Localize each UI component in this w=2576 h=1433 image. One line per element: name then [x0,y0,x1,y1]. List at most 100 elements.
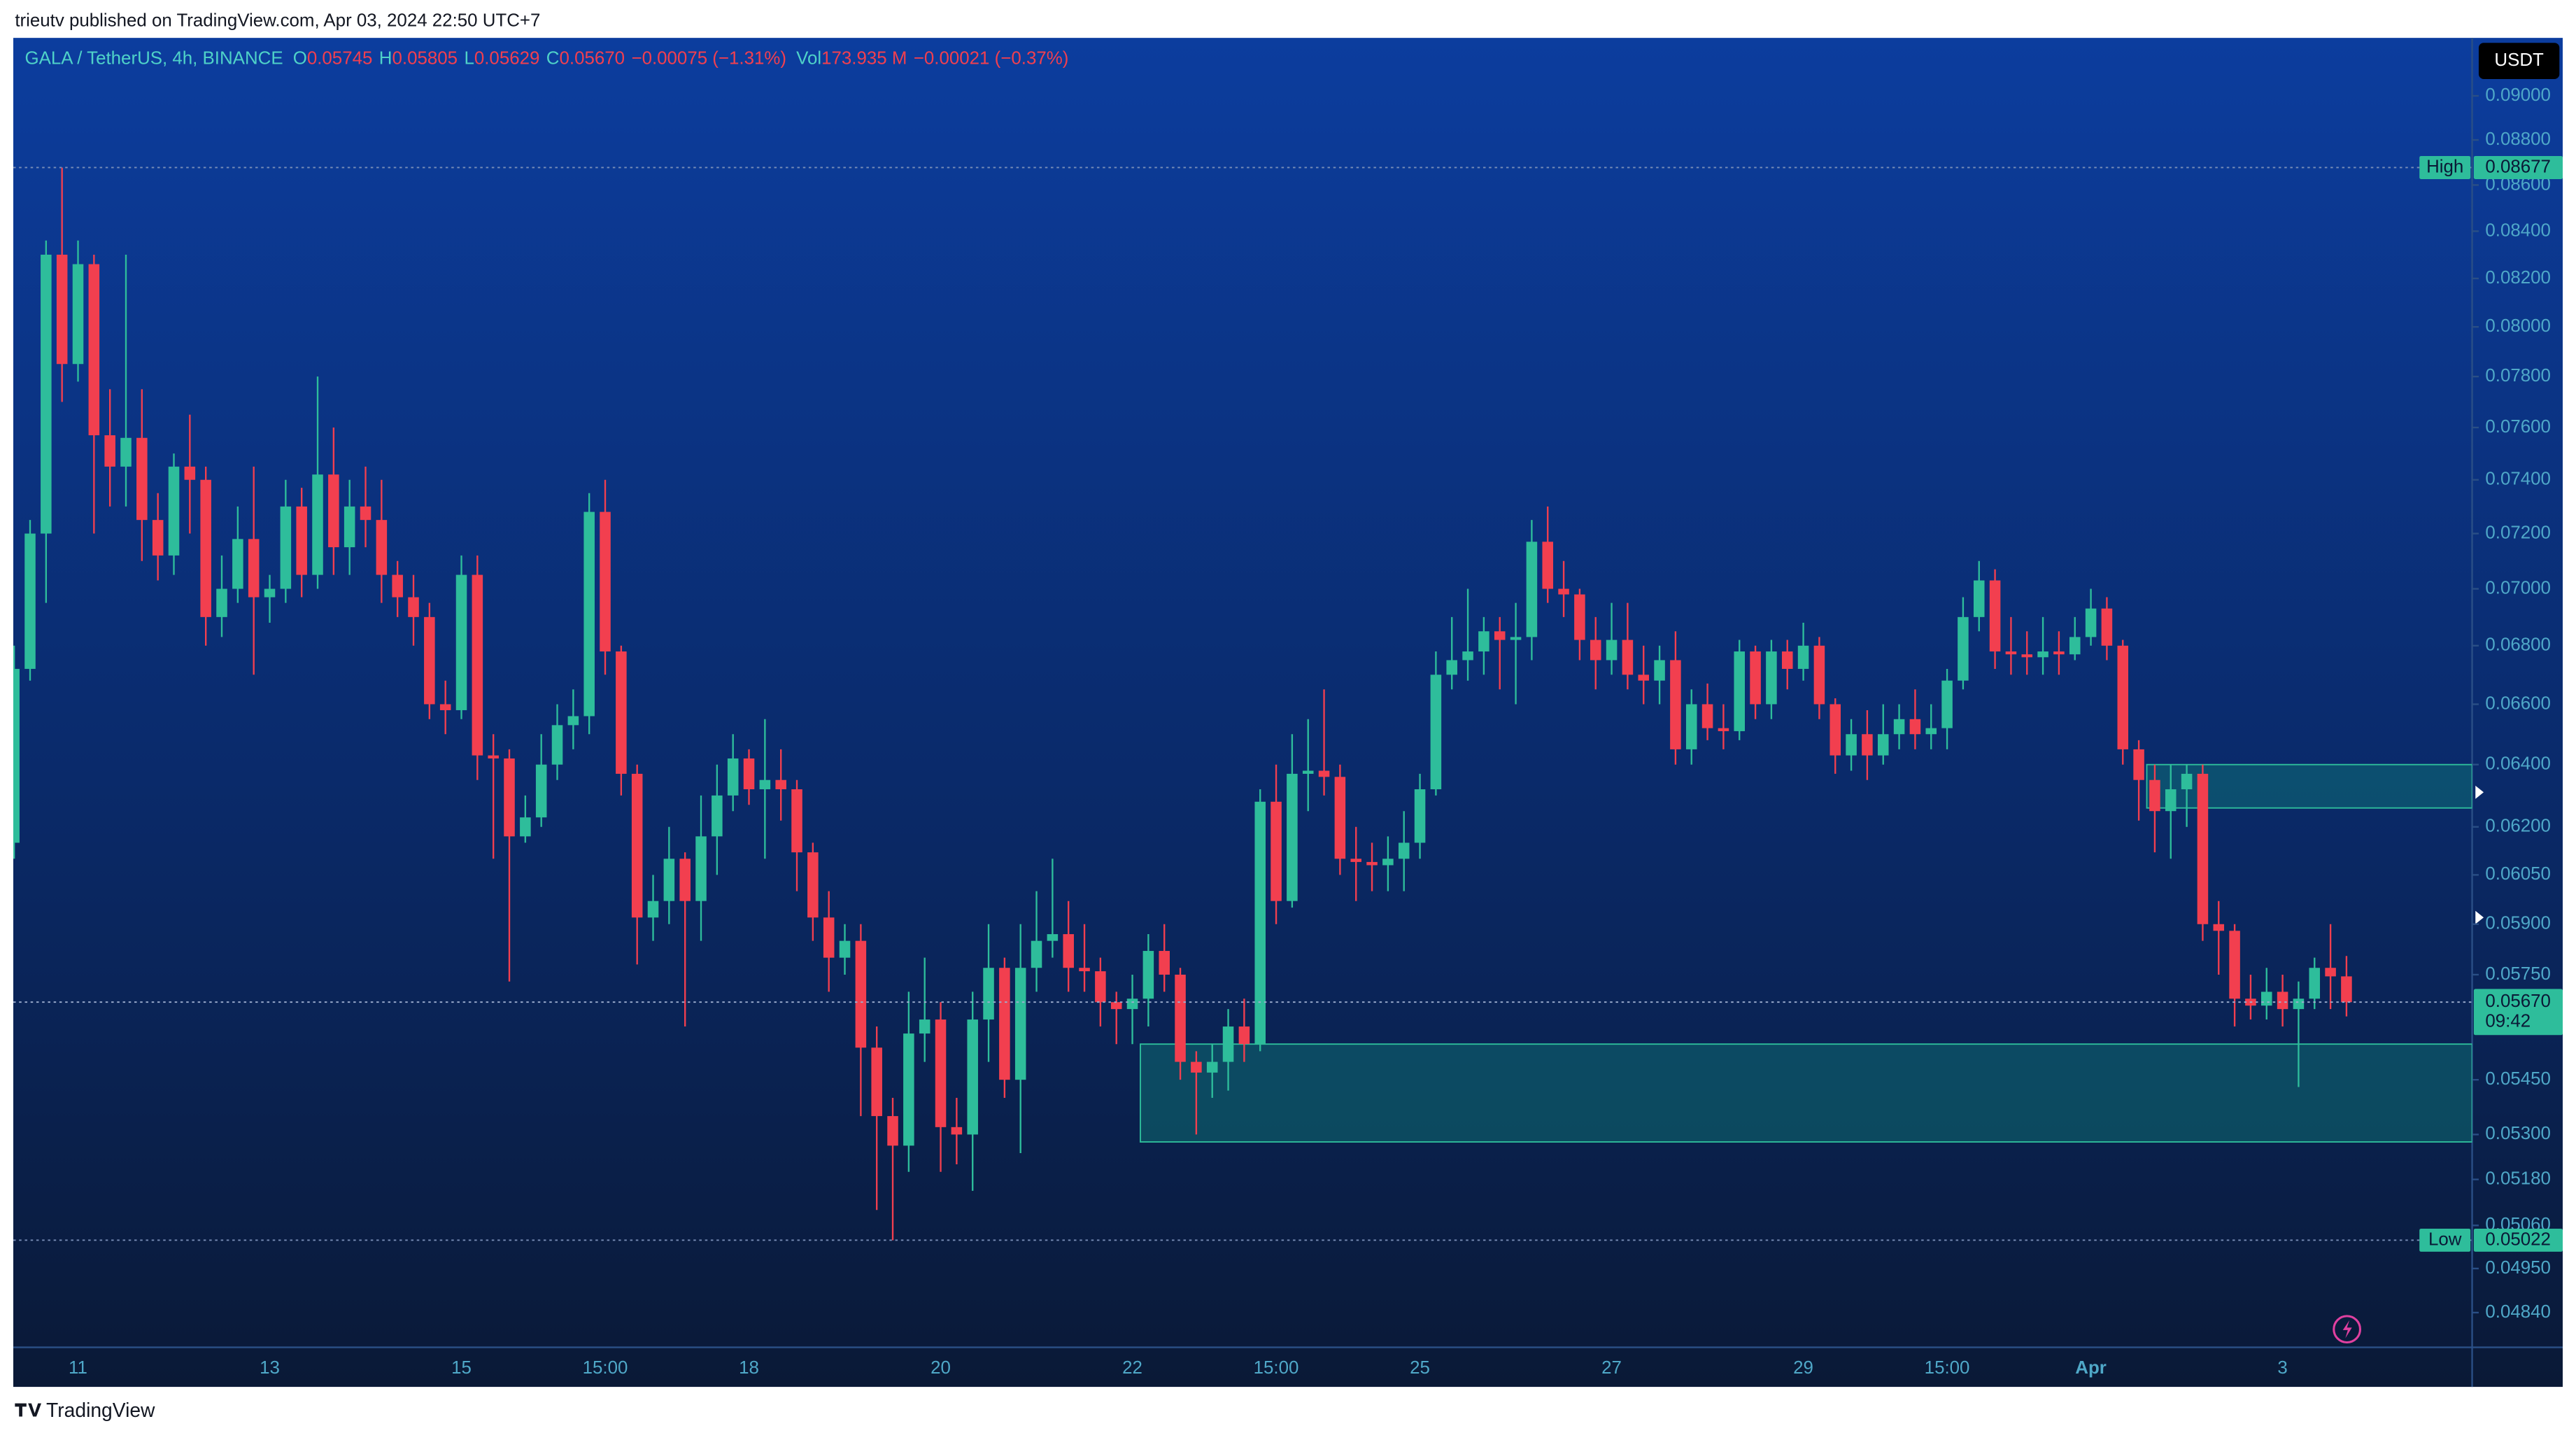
y-tick-label: 0.08400 [2485,220,2551,240]
candle-body [2069,637,2081,655]
candle-body [663,859,675,901]
candle-body [2149,779,2160,812]
candle-body [72,264,84,365]
candle-body [855,940,867,1048]
legend-item: Vol [796,49,821,69]
candle-body [1909,719,1921,735]
brand-logo: TradingView [15,1399,155,1421]
candle-body [1206,1061,1218,1073]
brand: TradingView [46,1399,155,1421]
candle-body [455,574,467,710]
candle-body [647,901,659,918]
candle-body [1542,542,1553,589]
candle-body [24,533,36,669]
candle-body [2133,749,2144,780]
low-value: 0.05022 [2485,1229,2551,1249]
zone-arrow [2475,785,2484,799]
candle-body [1638,675,1650,681]
candle-body [1126,998,1138,1010]
y-tick-label: 0.04950 [2485,1258,2551,1278]
chart-background [13,38,2563,1388]
candle-body [2117,645,2129,749]
y-tick-label: 0.09000 [2485,85,2551,105]
candle-body [1734,651,1746,731]
candle-body [1701,704,1713,728]
candle-body [759,779,771,789]
candle-body [2341,976,2352,1003]
x-tick-label: 20 [930,1358,951,1378]
legend-item: 0.05670 [560,49,625,69]
candle-body [520,817,531,837]
x-tick-label: 29 [1793,1358,1813,1378]
y-tick-label: 0.07400 [2485,470,2551,489]
low-value-box [2473,1228,2563,1252]
candle-body [1558,588,1569,595]
candle-body [376,520,388,575]
candle-body [2101,608,2113,646]
candle-body [1110,1002,1122,1010]
candle-body [1830,704,1841,756]
candle-body [727,758,739,796]
candle-body [2309,968,2321,999]
candle-body [504,758,515,837]
plot-area [13,167,2472,1241]
candle-body [1254,801,1266,1045]
low-tag-box [2419,1228,2471,1252]
candle-body [951,1127,963,1135]
candle-body [2293,998,2305,1010]
candle-body [2165,789,2177,812]
candle-body [328,474,339,548]
candle-body [1781,651,1793,669]
legend-item: C [546,49,560,69]
candle-body [41,254,52,534]
candle-body [631,773,643,918]
legend-item: −0.00021 (−0.37%) [914,49,1069,69]
candle-body [1366,861,1378,866]
candle-body [488,755,499,758]
candle-body [1622,640,1634,675]
candle-body [551,725,563,765]
zone [1140,1043,2472,1143]
last-price-box [2473,989,2563,1036]
candle-body [88,264,100,436]
x-tick-label: 27 [1601,1358,1622,1378]
zone-arrow [2475,910,2484,924]
y-tick-label: 0.07800 [2485,366,2551,386]
candle-body [1031,940,1042,968]
zone [2146,763,2472,809]
candle-body [104,435,115,467]
candle-body [439,704,451,710]
candle-body [120,437,132,467]
candle-body [983,968,994,1020]
candle-body [2325,968,2336,977]
legend-item: 0.05745 [307,49,373,69]
x-tick-label: 18 [739,1358,759,1378]
candle-body [1478,631,1489,652]
candle-body [472,574,483,756]
candle-body [823,917,835,958]
candle-body [2021,654,2033,658]
y-tick-label: 0.06200 [2485,817,2551,836]
candle-body [1813,645,1825,705]
legend-item: GALA / TetherUS, 4h, BINANCE [24,49,283,69]
candle-body [1350,859,1361,862]
legend-item: −0.00075 (−1.31%) [631,49,786,69]
candle-body [1766,651,1777,705]
candle-body [567,716,579,726]
high-tag-box [2419,155,2471,179]
candle-body [152,520,164,556]
candle-body [280,506,292,589]
candle-body [1670,660,1681,749]
candle-body [1238,1026,1250,1045]
candle-body [1718,728,1729,731]
candle-body [1893,719,1905,735]
candle-body [408,597,419,617]
candle-body [184,466,196,480]
x-tick-label: 15:00 [1925,1358,1970,1378]
candle-body [1574,594,1585,640]
y-tick-label: 0.06800 [2485,635,2551,655]
x-tick-label: 15:00 [583,1358,628,1378]
y-tick-label: 0.06400 [2485,754,2551,774]
